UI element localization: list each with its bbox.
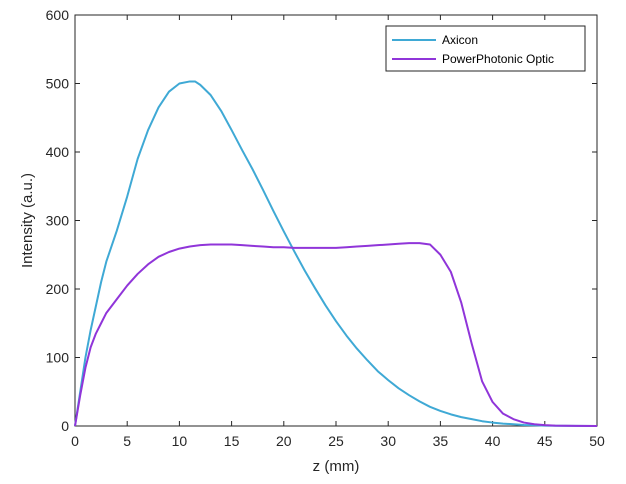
x-tick-label: 5 <box>123 433 131 449</box>
x-tick-label: 30 <box>380 433 396 449</box>
legend-label-powerphotonic-optic: PowerPhotonic Optic <box>442 52 554 66</box>
x-axis: 0 5 10 15 20 25 30 35 40 45 50 <box>71 15 605 449</box>
y-tick-label: 100 <box>46 350 70 366</box>
y-tick-label: 300 <box>46 213 70 229</box>
x-tick-label: 25 <box>328 433 344 449</box>
x-axis-label: z (mm) <box>313 458 360 475</box>
x-tick-label: 40 <box>485 433 501 449</box>
y-tick-label: 0 <box>61 418 69 434</box>
y-tick-label: 200 <box>46 281 70 297</box>
plot-area <box>74 14 598 427</box>
y-tick-label: 500 <box>46 76 70 92</box>
legend-label-axicon: Axicon <box>442 33 478 47</box>
x-tick-label: 0 <box>71 433 79 449</box>
x-tick-label: 20 <box>276 433 292 449</box>
y-tick-label: 600 <box>46 7 70 23</box>
series-line-axicon <box>74 80 598 427</box>
series-line-powerphotonic-optic <box>74 242 598 427</box>
legend: Axicon PowerPhotonic Optic <box>385 25 586 72</box>
y-axis-label: Intensity (a.u.) <box>19 173 36 268</box>
x-tick-label: 50 <box>589 433 605 449</box>
legend-box <box>385 25 586 72</box>
y-axis: 0 100 200 300 400 500 600 <box>46 7 597 434</box>
x-tick-label: 35 <box>433 433 449 449</box>
y-tick-label: 400 <box>46 144 70 160</box>
x-tick-label: 45 <box>537 433 553 449</box>
series-lines <box>74 80 598 427</box>
x-tick-label: 10 <box>172 433 188 449</box>
x-tick-label: 15 <box>224 433 240 449</box>
